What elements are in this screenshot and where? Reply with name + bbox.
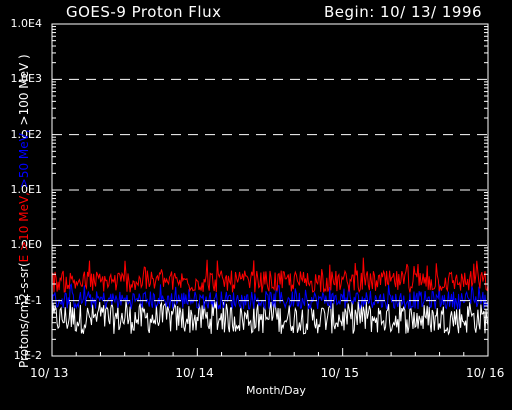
y-tick-label: 1.E-1 [13,293,42,307]
y-tick-label: 1.E-2 [13,349,42,362]
y-tick-label: 1.0E4 [10,17,42,30]
chart-title: GOES-9 Proton Flux [66,3,222,21]
y-axis-label: Protons/cm2-s-sr(E >10 MeV, >50 MeV, >10… [17,54,31,368]
y-tick-label: 1.0E0 [10,238,42,252]
y-label-part: E >10 MeV, [17,192,31,263]
y-label-part: >50 MeV, [17,129,31,193]
x-tick-label: 10/ 15 [320,366,360,380]
x-tick-label: 10/ 16 [466,366,505,380]
y-tick-label: 1.0E2 [10,127,42,141]
x-tick-label: 10/ 14 [175,366,214,380]
x-tick-label: 10/ 13 [30,366,69,380]
y-tick-label: 1.0E3 [10,72,42,86]
y-tick-label: 1.0E1 [10,183,42,196]
series-line-50-mev [51,283,489,311]
x-axis-label: Month/Day [246,384,306,397]
series-line-e-10-mev [51,257,489,294]
y-label-part: >100 MeV ) [17,54,31,130]
begin-date: Begin: 10/ 13/ 1996 [324,3,483,21]
series-line-100-mev [51,300,489,336]
y-label-part: Protons/cm2-s-sr( [17,262,31,368]
